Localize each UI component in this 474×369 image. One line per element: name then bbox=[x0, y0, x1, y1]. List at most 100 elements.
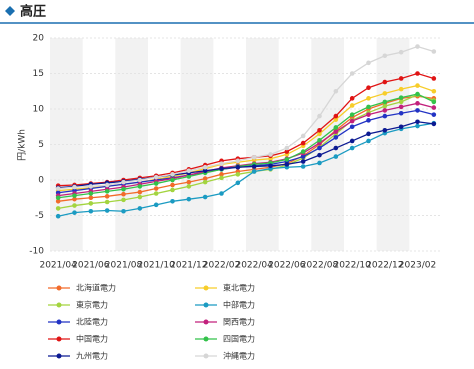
point bbox=[415, 108, 420, 113]
point bbox=[398, 110, 404, 116]
legend-label: 北陸電力 bbox=[76, 317, 108, 327]
point bbox=[72, 184, 77, 190]
point bbox=[137, 194, 143, 200]
point bbox=[72, 203, 77, 208]
point bbox=[88, 195, 94, 201]
x-tick-label: 2022/02 bbox=[203, 261, 240, 271]
point bbox=[431, 99, 437, 105]
y-tick-label: 0 bbox=[38, 176, 44, 186]
point bbox=[349, 96, 355, 101]
point bbox=[366, 60, 371, 66]
point bbox=[317, 152, 322, 158]
point bbox=[317, 113, 322, 119]
point bbox=[186, 184, 192, 189]
point bbox=[300, 140, 306, 146]
legend-marker bbox=[203, 319, 209, 325]
point bbox=[317, 131, 322, 137]
point bbox=[431, 121, 437, 127]
band bbox=[180, 38, 214, 251]
point bbox=[121, 191, 126, 197]
title-icon bbox=[5, 6, 15, 16]
point bbox=[153, 191, 159, 196]
point bbox=[431, 49, 437, 54]
x-tick-label: 2022/08 bbox=[301, 261, 339, 271]
point bbox=[284, 157, 290, 162]
legend-label: 北海道電力 bbox=[76, 283, 116, 293]
point bbox=[202, 168, 208, 174]
point bbox=[415, 119, 420, 125]
point bbox=[55, 195, 61, 201]
point bbox=[415, 101, 420, 106]
point bbox=[202, 176, 208, 181]
point bbox=[121, 197, 126, 203]
x-tick-label: 2023/02 bbox=[399, 261, 436, 271]
point bbox=[382, 108, 388, 113]
point bbox=[121, 208, 126, 214]
point bbox=[366, 104, 371, 110]
point bbox=[121, 179, 126, 185]
legend-label: 東北電力 bbox=[223, 283, 255, 293]
legend-marker bbox=[203, 353, 209, 359]
point bbox=[88, 191, 94, 196]
point bbox=[398, 124, 404, 130]
point bbox=[235, 158, 241, 164]
point bbox=[382, 99, 388, 105]
point bbox=[349, 138, 355, 144]
point bbox=[349, 145, 355, 151]
point bbox=[333, 135, 339, 140]
x-tick-label: 2022/10 bbox=[333, 261, 371, 271]
point bbox=[349, 124, 355, 130]
point bbox=[88, 184, 94, 189]
point bbox=[235, 180, 241, 186]
point bbox=[170, 177, 175, 183]
point bbox=[300, 159, 306, 164]
point bbox=[333, 154, 339, 159]
y-tick-label: 15 bbox=[33, 69, 44, 79]
x-tick-label: 2022/12 bbox=[366, 261, 403, 271]
point bbox=[398, 95, 404, 100]
point bbox=[55, 213, 61, 219]
point bbox=[317, 137, 322, 143]
point bbox=[415, 123, 420, 129]
point bbox=[72, 196, 77, 202]
point bbox=[202, 164, 208, 170]
point bbox=[72, 210, 77, 215]
legend-marker bbox=[203, 285, 209, 291]
point bbox=[104, 182, 110, 188]
y-axis-label: 円/kWh bbox=[17, 129, 28, 161]
point bbox=[251, 169, 257, 174]
point bbox=[72, 193, 77, 198]
series-line bbox=[58, 45, 435, 190]
point bbox=[153, 202, 159, 208]
point bbox=[186, 196, 192, 202]
y-tick-label: -5 bbox=[35, 211, 44, 221]
point bbox=[431, 88, 437, 94]
point bbox=[366, 112, 371, 117]
point bbox=[333, 129, 339, 135]
point bbox=[137, 189, 143, 195]
point bbox=[398, 49, 404, 55]
x-tick-label: 2022/06 bbox=[268, 261, 306, 271]
y-tick-label: 10 bbox=[33, 105, 45, 115]
point bbox=[415, 91, 420, 97]
point bbox=[398, 99, 404, 105]
point bbox=[349, 118, 355, 124]
point bbox=[170, 187, 175, 193]
point bbox=[300, 154, 306, 159]
x-tick-label: 2021/10 bbox=[137, 261, 175, 271]
point bbox=[121, 186, 126, 192]
point bbox=[382, 103, 388, 109]
point bbox=[431, 105, 437, 110]
y-tick-label: 20 bbox=[33, 34, 45, 44]
point bbox=[251, 154, 257, 160]
legend-marker bbox=[56, 353, 62, 359]
point bbox=[284, 145, 290, 151]
point bbox=[153, 186, 159, 191]
legend-marker bbox=[203, 302, 209, 308]
point bbox=[300, 164, 306, 169]
point bbox=[219, 166, 224, 171]
point bbox=[333, 88, 339, 94]
chart-title: 高圧 bbox=[20, 4, 46, 20]
point bbox=[284, 149, 290, 154]
